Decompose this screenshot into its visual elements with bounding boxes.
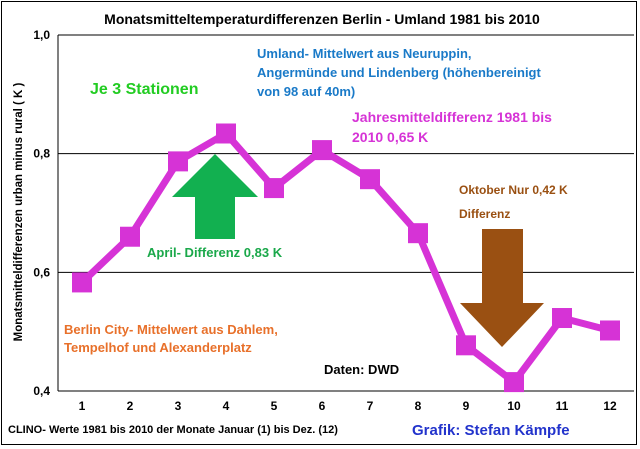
chart-title: Monatsmitteltemperaturdifferenzen Berlin… — [104, 11, 540, 27]
data-point — [456, 335, 476, 356]
stations-note: Je 3 Stationen — [90, 81, 198, 98]
source-note: Daten: DWD — [324, 362, 399, 377]
y-tick-label: 1,0 — [33, 28, 50, 42]
data-point — [264, 178, 284, 199]
umland-note-line3: von 98 auf 40m) — [257, 84, 355, 99]
x-tick-label: 11 — [556, 399, 569, 413]
plot-area — [72, 123, 620, 393]
umland-note-line2: Angermünde und Lindenberg (höhenbereinig… — [257, 65, 541, 80]
october-note-line2: Differenz — [459, 207, 510, 221]
x-tick-label: 10 — [507, 399, 521, 413]
x-tick-label: 9 — [463, 399, 470, 413]
data-point — [600, 320, 620, 341]
october-arrow-icon — [460, 229, 544, 347]
data-point — [216, 123, 236, 144]
y-tick-label: 0,8 — [33, 147, 50, 161]
x-tick-label: 6 — [319, 399, 326, 413]
data-point — [120, 226, 140, 247]
data-point — [504, 372, 524, 393]
annual-note-line2: 2010 0,65 K — [352, 129, 428, 145]
x-tick-label: 3 — [175, 399, 182, 413]
x-tick-labels: 1 2 3 4 5 6 7 8 9 10 11 12 — [79, 399, 617, 413]
annual-note-line1: Jahresmitteldifferenz 1981 bis — [352, 109, 552, 125]
x-tick-label: 8 — [415, 399, 422, 413]
y-tick-label: 0,4 — [33, 384, 50, 398]
y-tick-labels: 0,4 0,6 0,8 1,0 — [33, 28, 50, 398]
data-point — [552, 308, 572, 329]
data-point — [312, 140, 332, 161]
data-point — [360, 169, 380, 190]
city-note-line1: Berlin City- Mittelwert aus Dahlem, — [64, 322, 278, 337]
x-axis-label: CLINO- Werte 1981 bis 2010 der Monate Ja… — [8, 424, 338, 436]
city-note-line2: Tempelhof und Alexanderplatz — [64, 340, 252, 355]
umland-note-line1: Umland- Mittelwert aus Neuruppin, — [257, 46, 472, 61]
x-tick-label: 7 — [367, 399, 374, 413]
x-tick-label: 4 — [223, 399, 230, 413]
data-point — [72, 272, 92, 293]
x-tick-label: 12 — [603, 399, 617, 413]
data-point — [408, 223, 428, 244]
april-note: April- Differenz 0,83 K — [147, 245, 283, 260]
series-line — [79, 129, 611, 386]
y-axis-label: Monatsmitteldifferenzen urban minus rura… — [13, 82, 25, 341]
october-note-line1: Oktober Nur 0,42 K — [459, 183, 568, 197]
y-tick-label: 0,6 — [33, 265, 50, 279]
x-tick-label: 2 — [127, 399, 134, 413]
x-tick-label: 1 — [79, 399, 86, 413]
april-arrow-icon — [172, 154, 258, 239]
data-point — [168, 151, 188, 172]
x-tick-label: 5 — [271, 399, 278, 413]
credit-note: Grafik: Stefan Kämpfe — [412, 422, 570, 439]
gridlines — [57, 34, 634, 392]
